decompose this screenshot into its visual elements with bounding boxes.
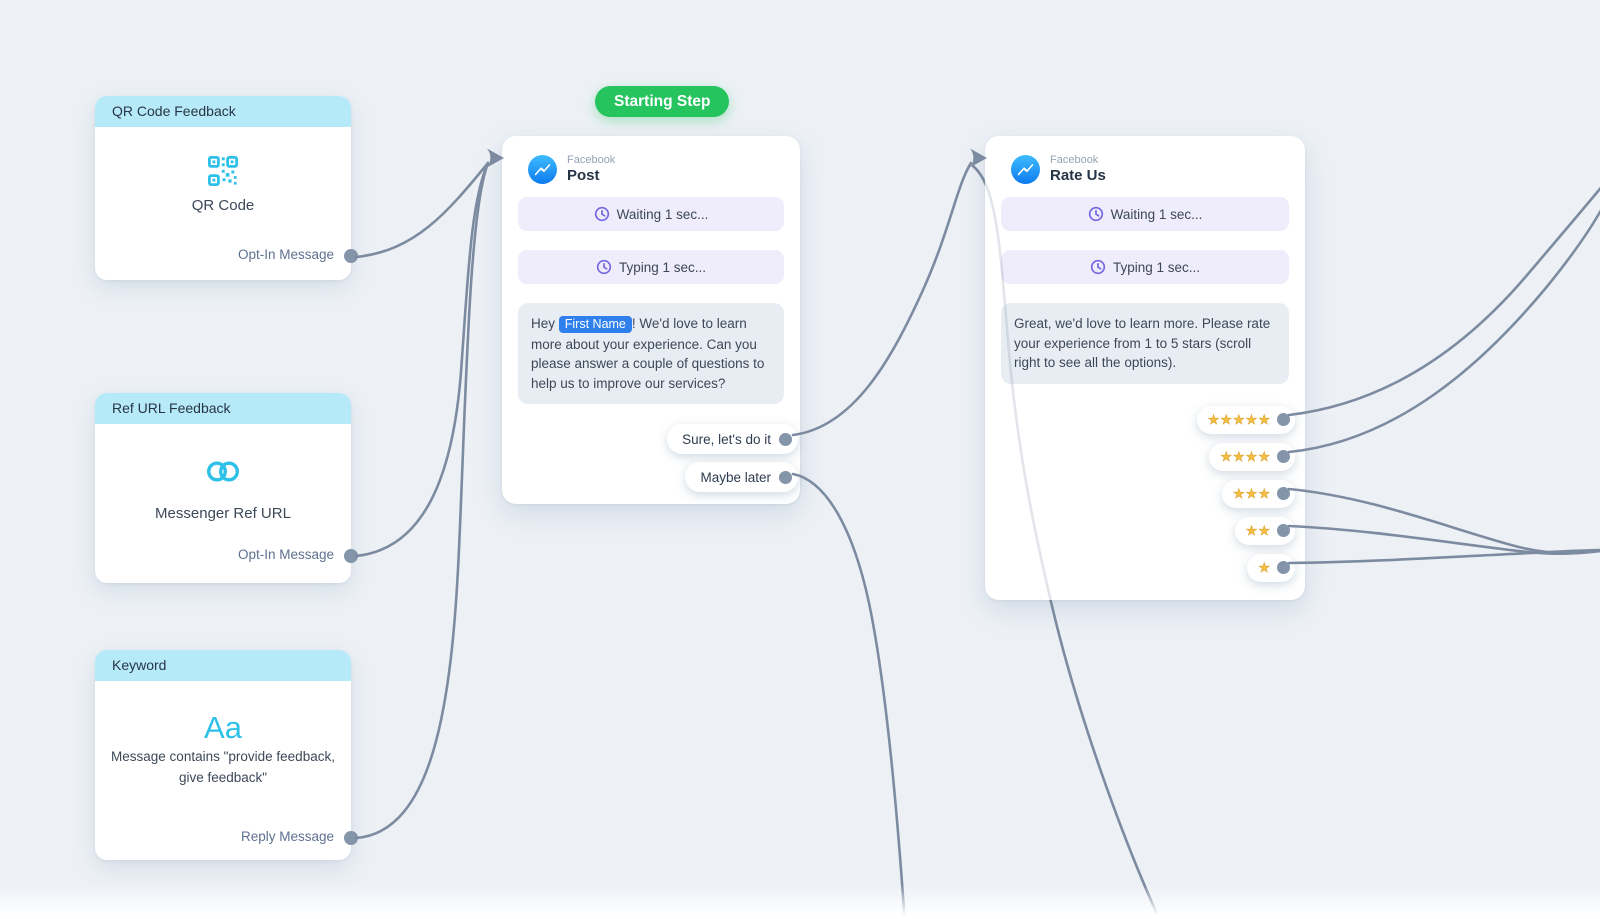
button-label: Maybe later [700,469,771,485]
typing-delay-row[interactable]: Typing 1 sec... [518,250,784,284]
message-text: Great, we'd love to learn more. Please r… [1014,316,1271,370]
node-subtype-label: Messenger Ref URL [155,505,291,522]
connector-dot[interactable] [344,831,358,845]
edge-refurl-optin-to-post [354,161,490,558]
typing-delay-label: Typing 1 sec... [1112,259,1201,275]
connector-dot[interactable] [344,249,358,263]
edge-2-stars-to-offscreen [1287,524,1600,556]
connector-dot[interactable] [344,549,358,563]
edge-keyword-reply-to-post [354,161,490,840]
node-title: Ref URL Feedback [95,393,351,424]
button-maybe-later[interactable]: Maybe later [685,462,798,492]
message-text: Hey [531,316,559,331]
edge-sure-to-rate-us [791,161,973,437]
clock-icon [1090,259,1106,275]
messenger-icon [1011,155,1040,184]
connector-dot[interactable] [1277,450,1290,463]
star-glyphs: ★★ [1245,522,1271,538]
channel-label: Facebook [567,154,616,166]
message-bubble[interactable]: Hey First Name! We'd love to learn more … [518,303,784,404]
port-label: Opt-In Message [237,247,334,262]
link-icon [95,459,351,484]
star-glyphs: ★★★★★ [1207,411,1271,427]
first-name-token: First Name [558,316,632,333]
star-glyphs: ★★★★ [1220,448,1271,464]
node-qr-code-feedback[interactable]: QR Code Feedback QR Code [95,96,358,280]
waiting-delay-row[interactable]: Waiting 1 sec... [518,197,784,231]
bottom-fade [0,885,1600,919]
qr-code-icon [95,156,351,186]
step-title: Rate Us [1050,167,1106,184]
message-text: ! We'd love to learn more about your exp… [531,316,765,391]
step-title: Post [567,167,600,184]
starting-step-badge: Starting Step [595,86,730,117]
message-bubble[interactable]: Great, we'd love to learn more. Please r… [1001,303,1289,384]
rate-option-2-stars[interactable]: ★★ [1234,516,1295,545]
node-title: QR Code Feedback [95,96,351,127]
edge-4-stars-to-offscreen [1287,209,1600,454]
typing-delay-row[interactable]: Typing 1 sec... [1001,250,1289,284]
rate-option-1-star[interactable]: ★ [1247,553,1295,582]
button-label: Sure, let's do it [682,431,771,447]
waiting-delay-label: Waiting 1 sec... [1110,206,1203,222]
star-glyphs: ★★★ [1233,485,1271,501]
connector-dot[interactable] [779,470,792,484]
step-header: Facebook Post [528,154,784,185]
edge-1-star-to-offscreen [1287,548,1600,565]
port-label: Reply Message [240,829,334,844]
node-subtype-label: QR Code [191,197,255,214]
node-rate-us[interactable]: Facebook Rate Us Waiting 1 sec... Typing… [985,136,1305,600]
text-aa-icon: Aa [204,710,242,745]
connector-dot[interactable] [1277,413,1290,426]
rate-option-4-stars[interactable]: ★★★★ [1209,442,1295,471]
edge-maybe-later-to-offscreen [791,472,906,919]
channel-label: Facebook [1050,154,1099,166]
keyword-condition-text: Message contains "provide feedback, give… [111,749,335,785]
waiting-delay-row[interactable]: Waiting 1 sec... [1001,197,1289,231]
star-rating-options: ★★★★★ ★★★★ ★★★ ★★ ★ [1001,405,1295,582]
clock-icon [594,206,609,222]
button-sure-lets-do-it[interactable]: Sure, let's do it [667,424,798,454]
node-keyword[interactable]: Keyword Aa Message contains "provide fee… [95,650,358,860]
connector-dot[interactable] [1277,561,1290,574]
node-title: Keyword [95,650,351,681]
port-label: Opt-In Message [237,547,334,562]
edge-qr-optin-to-post [354,161,490,259]
node-ref-url-feedback[interactable]: Ref URL Feedback Messenger Ref URL Opt-I… [95,393,358,583]
clock-icon [596,259,612,275]
clock-icon [1088,206,1103,222]
edge-3-stars-to-offscreen [1287,487,1600,555]
connector-dot[interactable] [1277,487,1290,500]
messenger-icon [528,155,557,184]
edge-5-stars-to-offscreen [1287,186,1600,417]
typing-delay-label: Typing 1 sec... [618,259,707,275]
connector-dot[interactable] [1277,524,1290,537]
connector-dot[interactable] [779,432,792,446]
quick-reply-buttons: Sure, let's do it Maybe later [518,424,798,492]
step-header: Facebook Rate Us [1011,154,1289,185]
rate-option-3-stars[interactable]: ★★★ [1222,479,1295,508]
node-post[interactable]: Facebook Post Waiting 1 sec... Typing 1 … [502,136,800,504]
rate-option-5-stars[interactable]: ★★★★★ [1196,405,1295,434]
star-glyphs: ★ [1258,559,1271,575]
waiting-delay-label: Waiting 1 sec... [616,206,709,222]
